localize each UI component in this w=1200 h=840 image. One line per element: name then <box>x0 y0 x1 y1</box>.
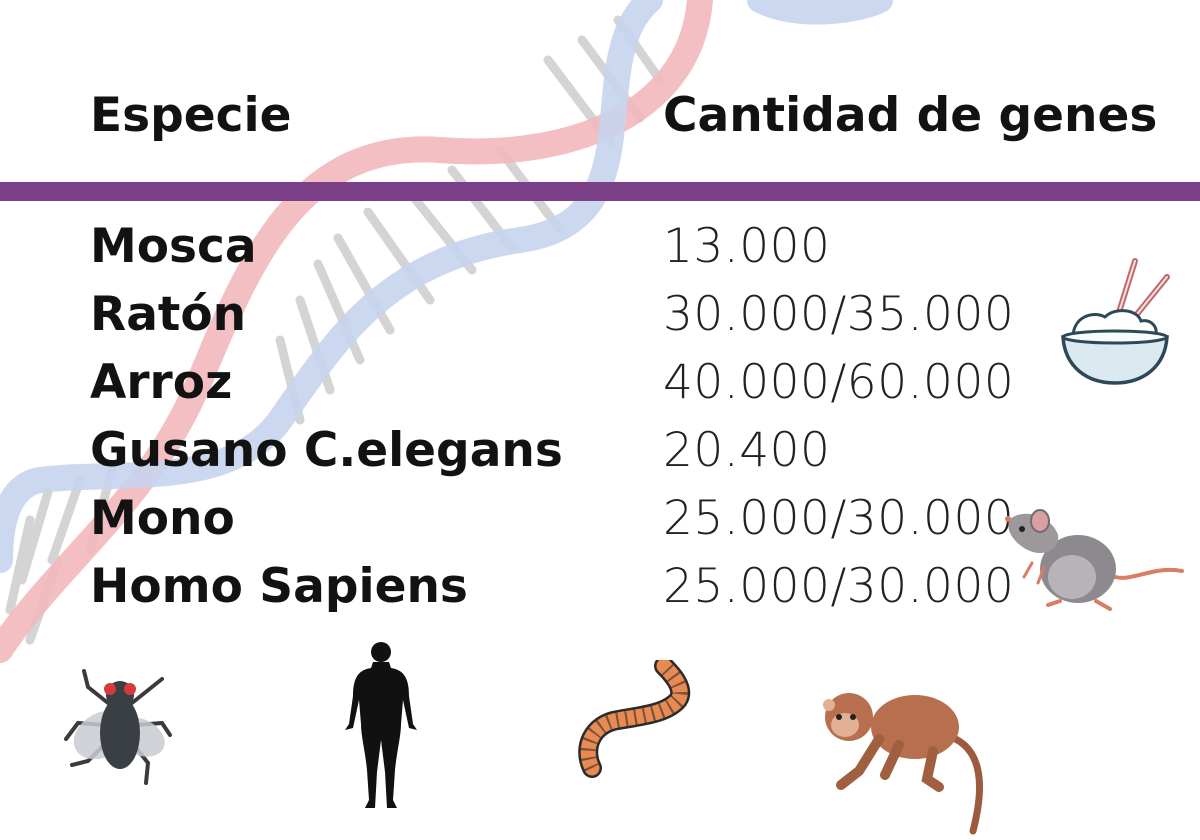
gene-count: 30.000/35.000 <box>663 287 1015 342</box>
rice-bowl-icon <box>1061 258 1170 385</box>
species-name: Mosca <box>90 219 257 274</box>
gene-count: 20.400 <box>663 423 831 478</box>
table-row: Gusano C.elegans 20.400 <box>0 417 1200 485</box>
table-row: Mono 25.000/30.000 <box>0 485 1200 553</box>
rat-icon <box>1005 509 1184 611</box>
human-silhouette-icon <box>345 642 417 808</box>
species-name: Arroz <box>90 355 233 410</box>
table-row: Homo Sapiens 25.000/30.000 <box>0 553 1200 621</box>
gene-count: 40.000/60.000 <box>663 355 1015 410</box>
table-row: Mosca 13.000 <box>0 213 1200 281</box>
table-row: Arroz 40.000/60.000 <box>0 349 1200 417</box>
species-name: Gusano C.elegans <box>90 423 563 478</box>
gene-count: 25.000/30.000 <box>663 491 1015 546</box>
species-name: Homo Sapiens <box>90 559 468 614</box>
gene-count: 13.000 <box>663 219 831 274</box>
header-divider <box>0 182 1200 201</box>
worm-icon <box>578 660 691 778</box>
monkey-icon <box>823 693 984 835</box>
genes-column-header: Cantidad de genes <box>663 88 1158 143</box>
species-name: Mono <box>90 491 235 546</box>
gene-count: 25.000/30.000 <box>663 559 1015 614</box>
species-column-header: Especie <box>90 88 292 143</box>
species-name: Ratón <box>90 287 247 342</box>
table-row: Ratón 30.000/35.000 <box>0 281 1200 349</box>
fly-icon <box>64 669 172 785</box>
